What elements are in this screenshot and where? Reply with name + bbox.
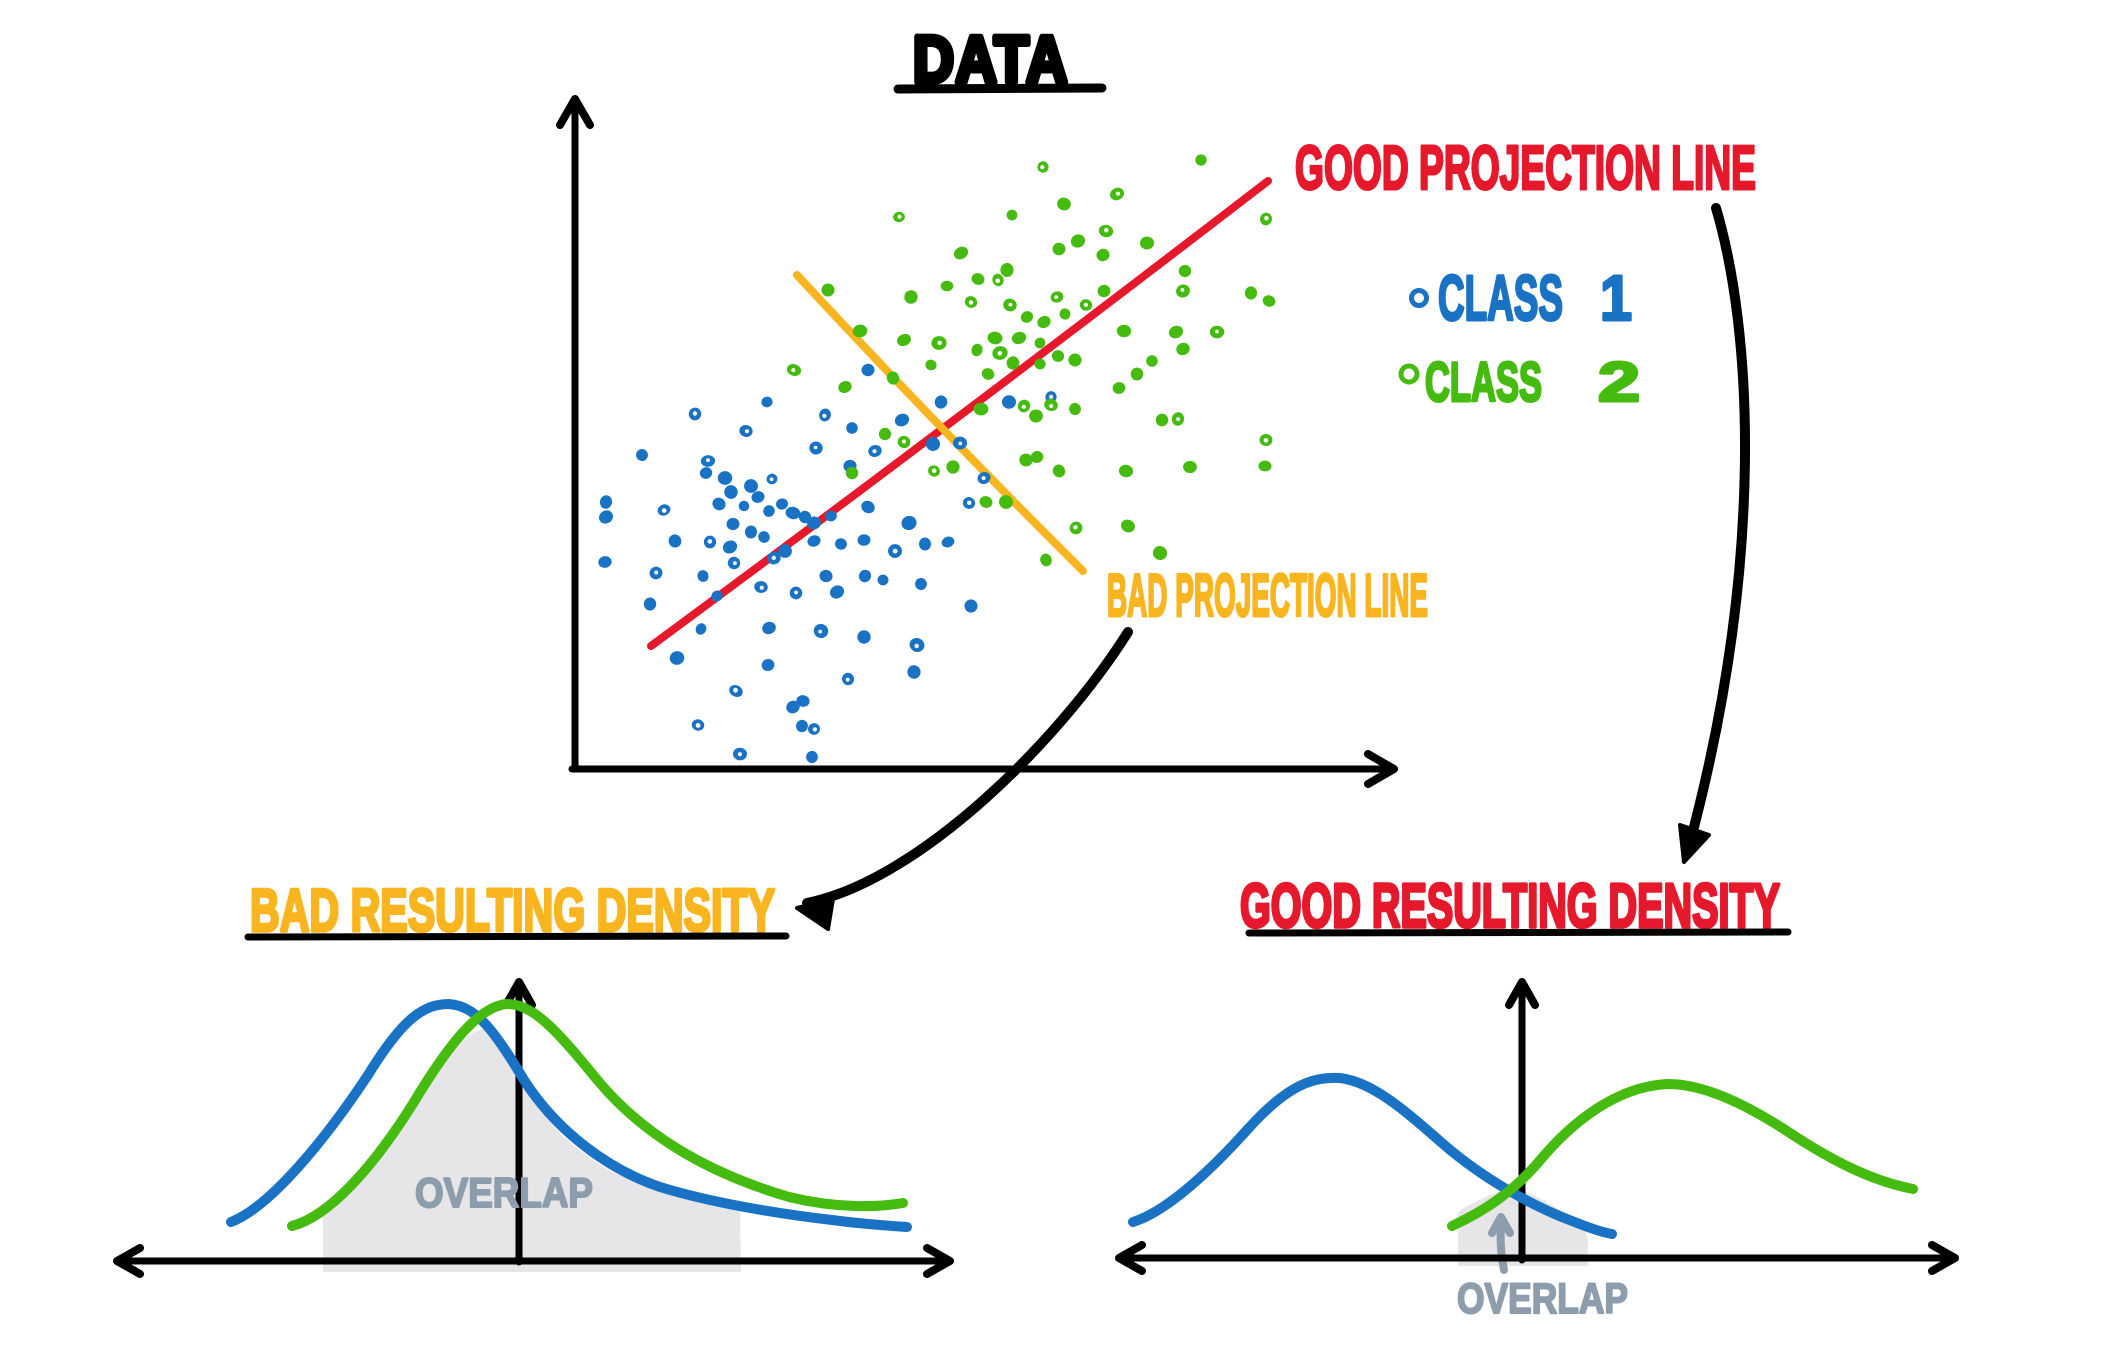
- svg-text:1: 1: [1600, 262, 1632, 334]
- svg-text:BAD PROJECTION LINE: BAD PROJECTION LINE: [1107, 562, 1428, 629]
- svg-text:CLASS: CLASS: [1425, 350, 1542, 413]
- svg-text:CLASS: CLASS: [1438, 262, 1563, 334]
- svg-text:2: 2: [1598, 350, 1640, 413]
- svg-text:OVERLAP: OVERLAP: [1457, 1275, 1628, 1323]
- svg-text:GOOD PROJECTION LINE: GOOD PROJECTION LINE: [1295, 134, 1756, 203]
- svg-text:OVERLAP: OVERLAP: [415, 1169, 593, 1216]
